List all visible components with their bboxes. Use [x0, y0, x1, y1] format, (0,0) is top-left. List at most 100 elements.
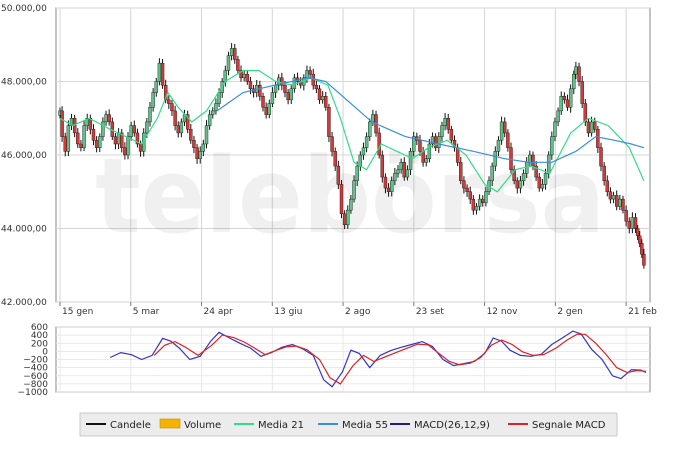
legend-label: Candele — [110, 420, 151, 431]
candle-body — [512, 169, 516, 181]
candle-body — [468, 191, 472, 200]
candle-body — [116, 132, 121, 145]
candle-body — [377, 132, 381, 156]
candle-body — [462, 180, 466, 189]
candle-body — [173, 110, 177, 126]
candlestick-series — [58, 43, 646, 269]
legend-box — [79, 412, 618, 437]
candle-body — [138, 143, 143, 152]
candle-body — [449, 129, 454, 141]
candle-body — [543, 173, 548, 185]
candle-body — [642, 254, 646, 266]
candle-body — [185, 114, 190, 130]
x-tick-label: 13 giu — [274, 307, 302, 317]
macd-y-tick-label: −400 — [23, 364, 48, 374]
candle-body — [145, 121, 149, 134]
candle-body — [586, 121, 591, 134]
candle-body — [635, 228, 640, 237]
candle-body — [198, 151, 202, 159]
candle-body — [327, 107, 331, 137]
macd-y-tick-label: −800 — [23, 380, 48, 390]
date-x-axis: 15 gen 5 mar 24 apr 13 giu 2 ago 23 set 12 nov… — [59, 302, 657, 317]
x-tick-label: 2 ago — [345, 307, 371, 317]
candle-body — [577, 66, 581, 82]
candle-body — [94, 140, 99, 148]
candle-body — [518, 180, 523, 189]
candle-body — [496, 140, 501, 152]
candle-body — [107, 114, 111, 123]
candle-body — [273, 84, 278, 93]
candle-body — [339, 184, 344, 214]
candle-body — [506, 132, 510, 148]
macd-line — [109, 330, 647, 388]
candle-body — [481, 198, 485, 203]
candle-body — [352, 180, 356, 200]
candle-body — [421, 151, 425, 163]
candle-body — [214, 103, 218, 112]
candle-body — [267, 103, 271, 115]
watermark: telebörsa — [95, 135, 605, 257]
candle-body — [154, 81, 158, 93]
macd-y-tick-label: 400 — [31, 331, 48, 341]
macd-signal-line — [153, 333, 647, 385]
candle-body — [270, 92, 275, 104]
y-tick-label: 48.000,00 — [1, 78, 47, 88]
candle-body — [66, 125, 71, 152]
candle-body — [418, 140, 422, 152]
candle-body — [509, 147, 513, 170]
candle-body — [195, 147, 199, 159]
candle-body — [471, 198, 476, 211]
candle-body — [565, 99, 570, 108]
ma21-line — [59, 69, 645, 193]
x-tick-label: 2 gen — [557, 307, 583, 317]
candle-body — [286, 92, 290, 101]
candle-body — [621, 198, 625, 211]
candle-body — [336, 165, 341, 185]
candle-body — [330, 136, 334, 152]
candle-body — [459, 162, 463, 181]
candle-body — [289, 88, 293, 101]
candle-body — [562, 95, 567, 101]
candle-body — [640, 242, 644, 255]
macd-y-tick-label: 200 — [31, 339, 48, 349]
candle-body — [424, 158, 428, 163]
candle-body — [201, 143, 206, 152]
candle-body — [60, 110, 64, 137]
candle-body — [113, 136, 118, 145]
candle-body — [204, 125, 209, 145]
candle-body — [135, 132, 140, 145]
candle-body — [440, 125, 444, 137]
legend-label: Media 55 — [342, 420, 388, 431]
candle-body — [280, 77, 284, 86]
macd-series — [109, 330, 647, 388]
candle-body — [217, 92, 221, 104]
candle-body — [355, 165, 359, 181]
candle-body — [618, 198, 622, 207]
candle-body — [261, 95, 265, 108]
candle-body — [627, 220, 631, 229]
x-tick-label: 21 feb — [628, 307, 657, 317]
candle-body — [580, 81, 584, 104]
candle-body — [305, 70, 309, 79]
candle-body — [490, 165, 494, 181]
candle-body — [79, 143, 83, 148]
candle-body — [408, 151, 413, 170]
candle-body — [368, 121, 372, 137]
candle-body — [157, 62, 162, 82]
x-tick-label: 15 gen — [62, 307, 93, 317]
candle-body — [405, 169, 410, 178]
x-tick-label: 23 set — [416, 307, 445, 317]
price-y-axis: 42.000,00 44.000,00 46.000,00 48.000,00 50.0… — [1, 4, 47, 308]
candle-body — [308, 70, 312, 75]
candle-body — [484, 191, 488, 203]
candle-body — [126, 136, 130, 156]
candle-body — [396, 169, 400, 174]
candle-body — [559, 95, 563, 112]
macd-y-tick-label: −600 — [23, 372, 48, 382]
candle-body — [170, 103, 174, 112]
candle-body — [358, 154, 363, 167]
candle-body — [556, 110, 560, 123]
candle-body — [602, 165, 606, 181]
candle-body — [411, 136, 416, 152]
